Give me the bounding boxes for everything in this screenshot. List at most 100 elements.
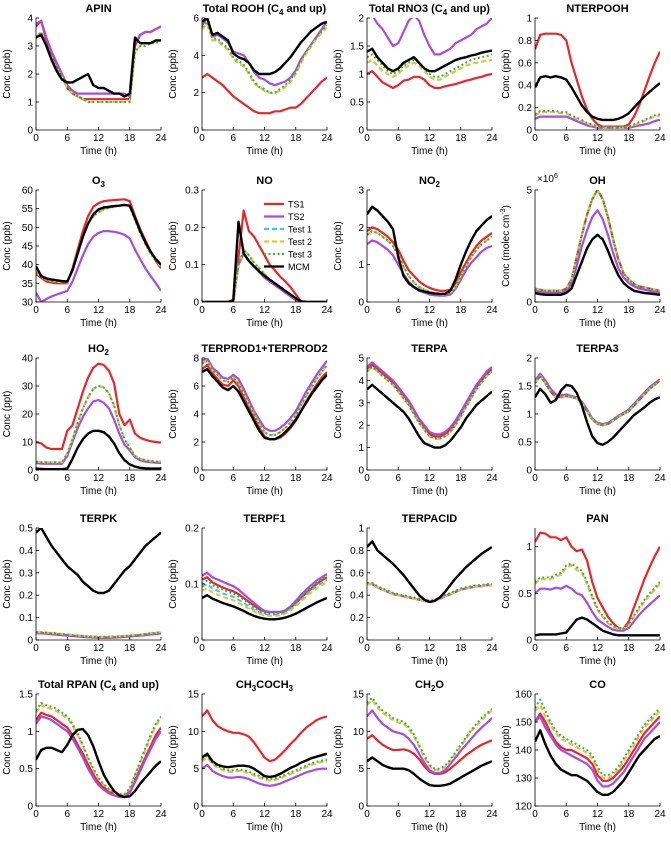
y-tick-label: 0: [193, 126, 199, 137]
x-tick-label: 0: [33, 133, 39, 144]
series-line-mcm: [535, 74, 660, 122]
y-axis-label: Conc (ppb): [501, 559, 512, 608]
x-tick-label: 6: [395, 809, 401, 820]
y-tick-label: 0: [358, 802, 364, 813]
y-tick-label: 15: [188, 690, 200, 701]
x-tick-label: 24: [654, 305, 666, 316]
y-tick-label: 2: [27, 70, 33, 81]
x-axis-label: Time (h): [246, 146, 283, 157]
y-tick-label: 5: [193, 764, 199, 775]
x-axis-label: Time (h): [80, 146, 117, 157]
x-tick-label: 0: [364, 133, 370, 144]
panel-title: Total RNO3 (C4 and up): [369, 3, 490, 17]
y-tick-label: 4: [27, 14, 33, 25]
y-tick-label: 0: [193, 636, 199, 647]
panel-title: NO: [256, 175, 273, 187]
x-tick-label: 24: [155, 305, 167, 316]
series-line-ts1: [202, 72, 327, 115]
x-tick-label: 24: [155, 643, 167, 654]
x-axis-label: Time (h): [80, 318, 117, 329]
x-tick-label: 6: [395, 133, 401, 144]
panel-title: CH3COCH3: [236, 679, 294, 693]
y-tick-label: 0.6: [518, 58, 532, 69]
x-tick-label: 24: [321, 809, 333, 820]
x-tick-label: 24: [321, 643, 333, 654]
y-tick-label: 1: [358, 260, 364, 271]
y-tick-label: 150: [515, 718, 532, 729]
y-tick-label: 0.8: [518, 36, 532, 47]
x-tick-label: 12: [424, 473, 436, 484]
y-tick-label: 2: [358, 223, 364, 234]
series-line-test-3: [36, 31, 161, 103]
y-tick-label: 0.1: [19, 613, 33, 624]
x-tick-label: 12: [592, 305, 604, 316]
x-axis-label: Time (h): [579, 656, 616, 667]
x-tick-label: 0: [199, 643, 205, 654]
x-tick-label: 6: [230, 809, 236, 820]
series-line-test-2: [202, 756, 327, 782]
x-tick-label: 6: [64, 133, 70, 144]
x-tick-label: 12: [424, 643, 436, 654]
x-tick-label: 18: [455, 809, 467, 820]
x-axis-label: Time (h): [411, 318, 448, 329]
x-tick-label: 18: [290, 133, 302, 144]
y-tick-label: 0.3: [19, 568, 33, 579]
y-tick-label: 30: [22, 382, 34, 393]
x-tick-label: 18: [290, 473, 302, 484]
series-line-mcm: [367, 205, 492, 295]
y-tick-label: 5: [358, 354, 364, 365]
x-axis-label: Time (h): [80, 822, 117, 833]
x-axis-label: Time (h): [246, 486, 283, 497]
y-axis-label: Conc (ppb): [333, 725, 344, 774]
legend: TS1 TS2 Test 1 Test 2 Test 3 MCM: [264, 200, 312, 272]
y-tick-label: 140: [515, 746, 532, 757]
panel-title: NO2: [419, 175, 441, 189]
x-tick-label: 12: [259, 133, 271, 144]
x-tick-label: 24: [654, 133, 666, 144]
y-tick-label: 1: [526, 14, 532, 25]
panel-title: OH: [589, 175, 606, 187]
y-axis-label: Conc (ppb): [2, 49, 13, 98]
panel-title: PAN: [586, 513, 608, 525]
y-tick-label: 1.5: [350, 42, 364, 53]
x-tick-label: 24: [155, 809, 167, 820]
y-tick-label: 1.5: [19, 690, 33, 701]
series-line-test-2: [202, 359, 327, 436]
y-tick-label: 2: [358, 14, 364, 25]
y-tick-label: 0.5: [19, 764, 33, 775]
x-tick-label: 18: [290, 809, 302, 820]
legend-label: TS1: [288, 200, 305, 210]
x-tick-label: 12: [93, 133, 105, 144]
y-tick-label: 1: [358, 443, 364, 454]
x-tick-label: 12: [424, 305, 436, 316]
legend-label: MCM: [288, 262, 310, 272]
y-tick-label: 3: [358, 186, 364, 197]
x-tick-label: 0: [532, 473, 538, 484]
y-tick-label: 1: [358, 524, 364, 535]
series-line-test-2: [36, 203, 161, 284]
y-tick-label: 0: [526, 126, 532, 137]
series-line-test-3: [367, 366, 492, 440]
series-line-mcm: [367, 47, 492, 73]
x-tick-label: 0: [364, 809, 370, 820]
y-tick-label: 0: [27, 802, 33, 813]
x-tick-label: 12: [424, 809, 436, 820]
x-tick-label: 6: [563, 133, 569, 144]
series-line-mcm: [202, 18, 327, 76]
series-line-test-2: [535, 190, 660, 292]
x-axis-label: Time (h): [579, 318, 616, 329]
panel-title: TERPA: [411, 343, 448, 355]
x-tick-label: 18: [455, 305, 467, 316]
x-tick-label: 18: [124, 643, 136, 654]
series-line-mcm: [202, 220, 327, 302]
series-line-ts1: [202, 209, 327, 302]
y-tick-label: 0.2: [185, 524, 199, 535]
y-tick-label: 6: [193, 382, 199, 393]
x-tick-label: 18: [623, 305, 635, 316]
x-tick-label: 18: [623, 809, 635, 820]
series-line-ts1: [535, 190, 660, 292]
y-axis-label: Conc (ppb): [333, 559, 344, 608]
x-tick-label: 6: [395, 643, 401, 654]
x-tick-label: 12: [93, 643, 105, 654]
